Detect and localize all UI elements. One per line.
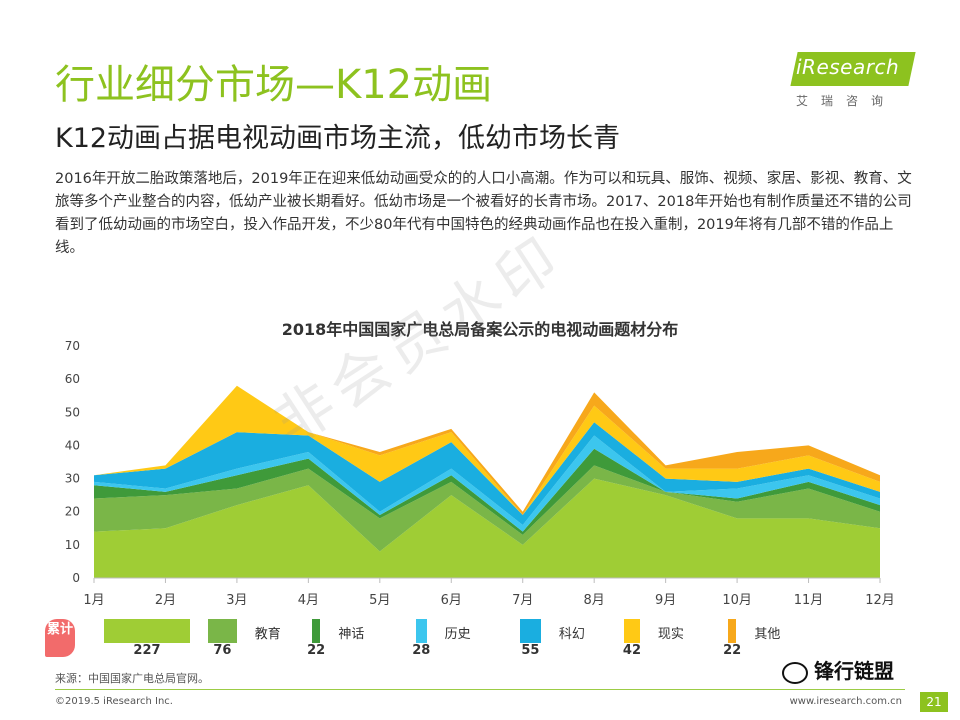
legend-label-5: 现实 — [657, 627, 684, 642]
x-tick-label-3: 4月 — [298, 593, 319, 608]
page-title: 行业细分市场—K12动画 — [55, 62, 493, 108]
legend-swatch-5 — [624, 619, 640, 643]
logo-subtitle: 艾瑞咨询 — [796, 94, 897, 108]
legend-swatch-2 — [312, 619, 321, 643]
legend-total-5: 42 — [622, 643, 641, 658]
x-tick-label-7: 8月 — [584, 593, 605, 608]
cumulative-label: 累计 — [46, 622, 73, 637]
y-tick-label-2: 20 — [65, 505, 80, 519]
wechat-watermark: 锋行链盟 — [782, 655, 894, 684]
area-series-3 — [94, 435, 880, 532]
y-tick-label-0: 0 — [72, 571, 80, 585]
site-url: www.iresearch.com.cn — [789, 696, 902, 707]
legend-total-0: 227 — [133, 643, 161, 658]
area-series-4 — [94, 422, 880, 525]
logo-brand: iResearch — [796, 55, 900, 79]
x-tick-label-10: 11月 — [794, 593, 824, 608]
y-tick-label-3: 30 — [65, 472, 80, 486]
legend-label-4: 科幻 — [558, 627, 585, 642]
legend-total-1: 76 — [213, 643, 232, 658]
x-tick-label-4: 5月 — [369, 593, 390, 608]
y-tick-label-1: 10 — [65, 538, 80, 552]
x-tick-label-5: 6月 — [441, 593, 462, 608]
x-tick-label-2: 3月 — [226, 593, 247, 608]
legend-swatch-1 — [208, 619, 237, 643]
area-series-1 — [94, 465, 880, 552]
copyright: ©2019.5 iResearch Inc. — [55, 696, 173, 707]
legend-label-3: 历史 — [444, 627, 471, 642]
x-tick-label-6: 7月 — [512, 593, 533, 608]
x-tick-label-8: 9月 — [655, 593, 676, 608]
page-subtitle: K12动画占据电视动画市场主流，低幼市场长青 — [55, 123, 621, 154]
intro-paragraph: 2016年开放二胎政策落地后，2019年正在迎来低幼动画受众的的人口小高潮。作为… — [55, 171, 912, 256]
legend-swatch-3 — [416, 619, 427, 643]
legend-label-2: 神话 — [338, 627, 365, 642]
page-number: 21 — [920, 692, 948, 712]
y-tick-label-7: 70 — [65, 339, 80, 353]
legend-total-3: 28 — [412, 643, 431, 658]
area-series-6 — [94, 385, 880, 516]
y-tick-label-5: 50 — [65, 405, 80, 419]
wechat-name: 锋行链盟 — [814, 659, 894, 683]
legend-swatch-6 — [728, 619, 737, 643]
legend-total-2: 22 — [307, 643, 326, 658]
area-series-5 — [94, 385, 880, 516]
legend-swatch-4 — [520, 619, 541, 643]
area-series-2 — [94, 448, 880, 535]
y-tick-label-6: 60 — [65, 372, 80, 386]
legend-label-6: 其他 — [754, 627, 781, 642]
x-tick-label-11: 12月 — [865, 593, 895, 608]
source-note: 来源：中国国家广电总局官网。 — [55, 672, 209, 685]
x-tick-label-9: 10月 — [722, 593, 752, 608]
area-series-0 — [94, 478, 880, 578]
chart-title: 2018年中国国家广电总局备案公示的电视动画题材分布 — [281, 320, 679, 339]
x-tick-label-1: 2月 — [155, 593, 176, 608]
cumulative-badge: 累计 — [45, 619, 75, 657]
iresearch-logo: iResearch 艾瑞咨询 — [790, 52, 920, 112]
legend-label-0: 童话 — [208, 627, 235, 642]
x-tick-label-0: 1月 — [83, 593, 104, 608]
legend-swatch-0 — [104, 619, 190, 643]
wechat-icon — [782, 661, 808, 684]
legend-total-6: 22 — [723, 643, 742, 658]
legend-total-4: 55 — [521, 643, 540, 658]
legend-label-1: 教育 — [254, 627, 281, 642]
y-tick-label-4: 40 — [65, 438, 80, 452]
footer-divider — [55, 689, 905, 690]
